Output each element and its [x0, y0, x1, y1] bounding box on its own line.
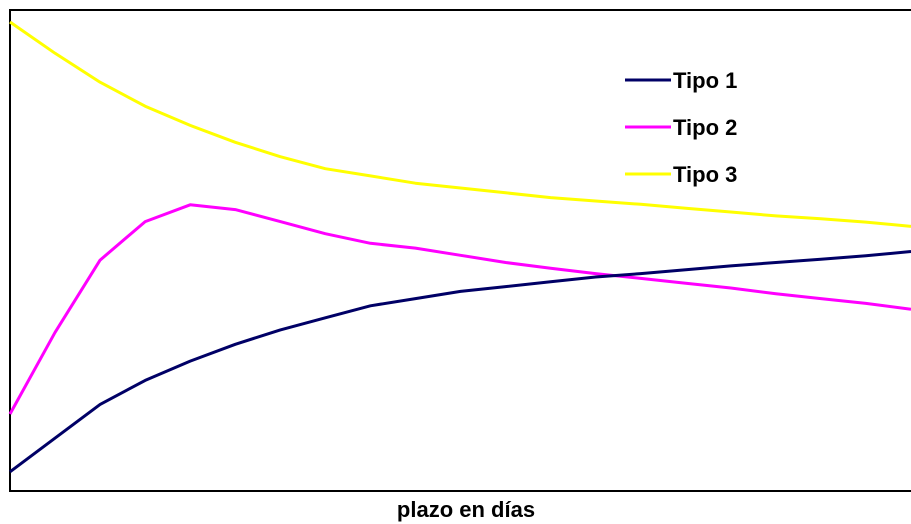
legend-item-1: Tipo 1	[625, 68, 737, 93]
legend: Tipo 1 Tipo 2 Tipo 3	[625, 68, 737, 187]
series-line-tipo-1	[9, 250, 911, 474]
legend-label-tipo-1: Tipo 1	[673, 68, 737, 93]
series-layer	[8, 20, 911, 474]
legend-item-2: Tipo 2	[625, 115, 737, 140]
legend-item-3: Tipo 3	[625, 162, 737, 187]
x-axis-title: plazo en días	[397, 497, 535, 522]
legend-label-tipo-2: Tipo 2	[673, 115, 737, 140]
plot-area-frame	[9, 9, 911, 492]
legend-label-tipo-3: Tipo 3	[673, 162, 737, 187]
series-line-tipo-3	[9, 20, 911, 228]
series-line-tipo-2	[8, 203, 911, 415]
